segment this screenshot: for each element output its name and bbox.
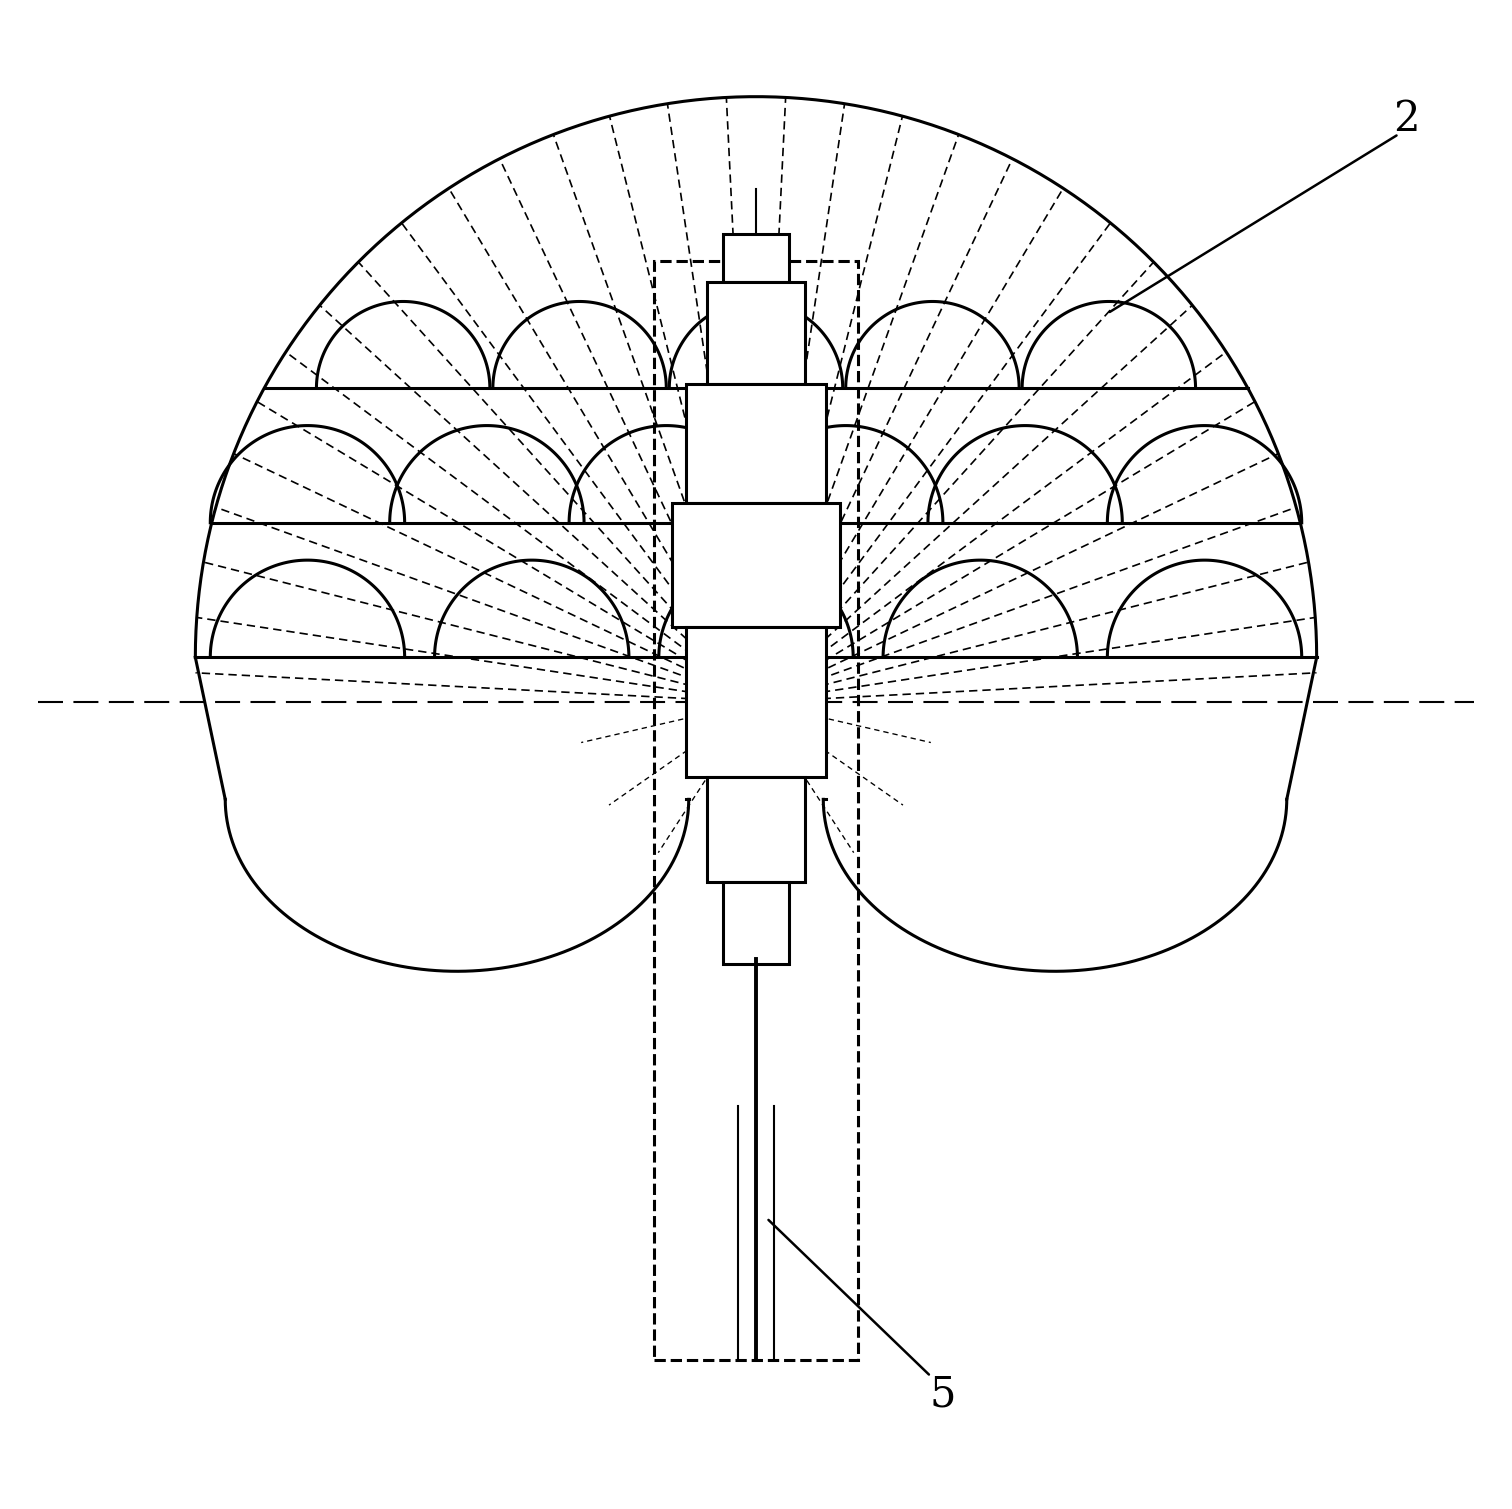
Bar [673, 504, 839, 628]
Bar [686, 383, 826, 504]
Text: 2: 2 [1393, 98, 1420, 140]
Bar [723, 234, 789, 282]
Bar [655, 261, 857, 1360]
Bar [686, 628, 826, 777]
Text: 5: 5 [930, 1373, 956, 1415]
Bar [706, 282, 806, 383]
Bar [723, 881, 789, 964]
Bar [706, 777, 806, 881]
